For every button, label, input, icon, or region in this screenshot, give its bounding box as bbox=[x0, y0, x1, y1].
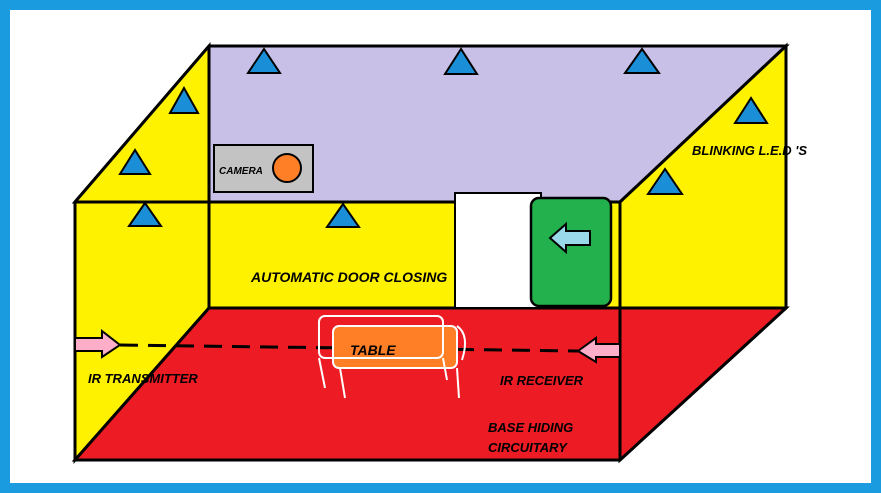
led-group bbox=[118, 47, 769, 228]
base-circuit-label-line1: BASE HIDING bbox=[488, 420, 573, 435]
triangle-led-icon bbox=[646, 167, 684, 195]
door-label: AUTOMATIC DOOR CLOSING bbox=[250, 269, 447, 285]
triangle-led-icon bbox=[246, 47, 282, 74]
pink-arrow-icon bbox=[576, 336, 621, 364]
triangle-led-icon bbox=[127, 201, 163, 227]
table-wireframe bbox=[318, 315, 467, 399]
pink-arrow-icon bbox=[74, 328, 122, 359]
triangle-led-icon bbox=[118, 148, 152, 175]
base-circuit-label-line2: CIRCUITARY bbox=[488, 440, 568, 455]
table-label: TABLE bbox=[350, 342, 396, 358]
ir-receiver-label: IR RECEIVER bbox=[500, 373, 584, 388]
circle-lens-icon bbox=[272, 153, 302, 183]
table: TABLE bbox=[318, 315, 467, 399]
triangle-led-icon bbox=[733, 96, 769, 124]
triangle-led-icon bbox=[443, 47, 479, 75]
door-panel bbox=[454, 192, 542, 309]
triangle-led-icon bbox=[168, 85, 200, 114]
blinking-leds-label: BLINKING L.E.D 'S bbox=[692, 143, 807, 158]
triangle-led-icon bbox=[325, 202, 361, 228]
box-edges bbox=[73, 46, 786, 462]
camera-label: CAMERA bbox=[219, 166, 263, 177]
triangle-led-icon bbox=[623, 47, 661, 74]
left-arrow-icon bbox=[548, 221, 591, 255]
door-opening bbox=[529, 196, 613, 308]
ir-transmitter-label: IR TRANSMITTER bbox=[88, 371, 198, 386]
